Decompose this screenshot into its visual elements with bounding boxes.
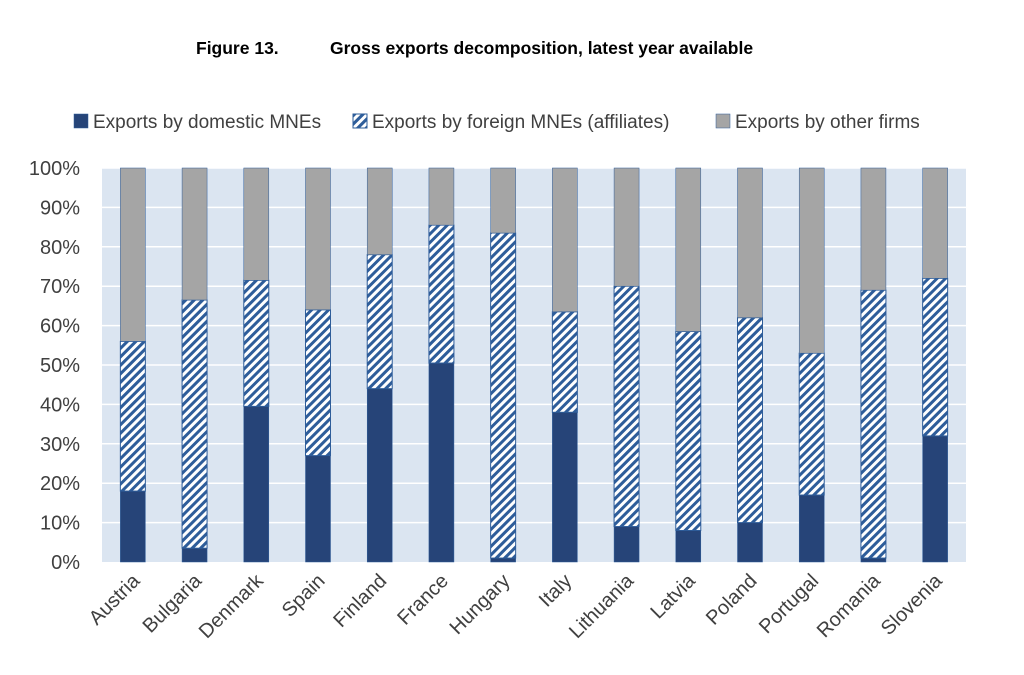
bar-segment-other xyxy=(428,167,455,226)
y-tick-label: 40% xyxy=(40,394,80,416)
y-tick-label: 50% xyxy=(40,355,80,377)
figure-title: Figure 13. Gross exports decomposition, … xyxy=(0,38,1024,62)
bars xyxy=(119,167,949,563)
bar-segment-domestic xyxy=(922,435,948,563)
bar-segment-foreign xyxy=(860,289,887,559)
bar-segment-domestic xyxy=(798,494,825,563)
bar-segment-foreign xyxy=(305,309,331,457)
y-axis-ticks: 0% 10% 20% 30% 40% 50% 60% 70% 80% 90% 100% xyxy=(29,158,80,574)
bar-segment-foreign xyxy=(551,311,578,413)
bar-segment-other xyxy=(798,167,825,354)
bar-segment-domestic xyxy=(366,388,393,563)
bar-segment-foreign xyxy=(366,254,393,390)
bar-segment-foreign xyxy=(119,340,146,492)
bar-segment-domestic xyxy=(428,362,455,563)
bar-segment-domestic xyxy=(860,557,887,563)
bar-segment-domestic xyxy=(552,412,578,563)
bar-segment-foreign xyxy=(181,299,208,549)
bar-segment-domestic xyxy=(613,526,640,563)
legend-label: Exports by other firms xyxy=(735,112,920,133)
bar-segment-other xyxy=(552,167,578,313)
figure-number: Figure 13. xyxy=(196,38,279,58)
bar-segment-domestic xyxy=(305,455,331,563)
y-tick-label: 70% xyxy=(40,276,80,298)
bar-segment-foreign xyxy=(922,277,949,437)
bar-segment-other xyxy=(675,167,702,332)
bar-segment-other xyxy=(922,167,948,279)
legend: Exports by domestic MNEs Exports by forei… xyxy=(73,112,920,133)
bar-segment-foreign xyxy=(490,232,517,559)
x-category-label: Austria xyxy=(85,569,145,629)
x-category-label: Hungary xyxy=(446,570,515,639)
bar-segment-other xyxy=(366,167,393,255)
bar-segment-foreign xyxy=(428,224,455,364)
y-tick-label: 90% xyxy=(40,197,80,219)
x-category-label: Denmark xyxy=(195,569,269,643)
bar-segment-domestic xyxy=(181,547,208,563)
x-category-label: Latvia xyxy=(647,569,701,623)
y-tick-label: 60% xyxy=(40,316,80,338)
bar-segment-domestic xyxy=(737,522,763,563)
y-tick-label: 10% xyxy=(40,513,80,535)
legend-swatch xyxy=(73,113,89,129)
bar-segment-foreign xyxy=(613,285,640,528)
y-tick-label: 100% xyxy=(29,158,80,180)
legend-label: Exports by foreign MNEs (affiliates) xyxy=(372,112,669,133)
x-category-label: Italy xyxy=(535,570,576,611)
y-tick-label: 20% xyxy=(40,473,80,495)
y-tick-label: 0% xyxy=(51,552,80,574)
bar-segment-foreign xyxy=(243,279,270,407)
legend-label: Exports by domestic MNEs xyxy=(93,112,321,133)
bar-segment-other xyxy=(181,167,208,301)
x-category-label: Romania xyxy=(813,569,886,642)
legend-swatch xyxy=(715,113,731,129)
bar-segment-domestic xyxy=(675,530,702,563)
y-tick-label: 80% xyxy=(40,237,80,259)
bar-segment-foreign xyxy=(798,352,825,496)
bar-segment-other xyxy=(305,167,331,311)
bar-segment-other xyxy=(737,167,763,318)
bar-segment-other xyxy=(243,167,270,281)
x-category-label: Finland xyxy=(329,570,391,632)
x-category-label: Slovenia xyxy=(877,569,947,639)
x-category-label: France xyxy=(393,570,453,630)
bar-segment-domestic xyxy=(120,490,146,563)
bar-segment-other xyxy=(120,167,146,342)
bar-segment-foreign xyxy=(675,331,702,531)
x-category-label: Poland xyxy=(702,570,762,630)
legend-swatch xyxy=(352,113,368,129)
bar-segment-other xyxy=(860,167,887,291)
y-tick-label: 30% xyxy=(40,434,80,456)
bar-segment-other xyxy=(490,167,516,234)
figure-title-text: Gross exports decomposition, latest year… xyxy=(330,38,754,58)
bar-segment-other xyxy=(613,167,640,287)
bar-segment-domestic xyxy=(490,557,516,563)
x-category-label: Spain xyxy=(278,570,330,622)
bar-segment-domestic xyxy=(243,406,270,563)
x-category-label: Lithuania xyxy=(565,569,639,643)
bar-segment-foreign xyxy=(737,317,763,524)
